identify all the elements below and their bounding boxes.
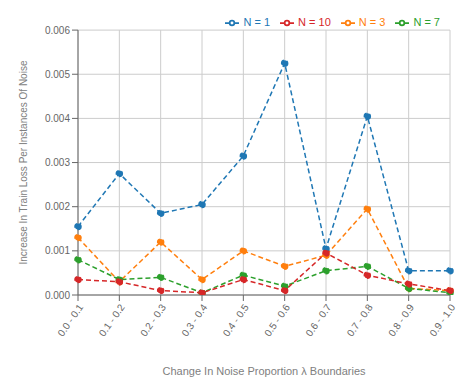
svg-text:Change In Noise Proportion λ B: Change In Noise Proportion λ Boundaries — [162, 365, 366, 377]
svg-text:0.2 - 0.3: 0.2 - 0.3 — [138, 302, 168, 339]
svg-text:0.6 - 0.7: 0.6 - 0.7 — [303, 302, 333, 339]
svg-text:0.7 - 0.8: 0.7 - 0.8 — [345, 302, 375, 339]
svg-text:0.1 - 0.2: 0.1 - 0.2 — [97, 302, 127, 339]
svg-text:0.003: 0.003 — [45, 157, 70, 168]
html-text:N = 1: N = 1 — [243, 16, 271, 28]
html-text:N = 7: N = 7 — [413, 16, 440, 28]
svg-text:0.002: 0.002 — [45, 201, 70, 212]
svg-text:0.000: 0.000 — [45, 290, 70, 301]
svg-text:0.004: 0.004 — [45, 113, 70, 124]
svg-text:0.005: 0.005 — [45, 69, 70, 80]
svg-text:0.0 - 0.1: 0.0 - 0.1 — [55, 302, 85, 339]
svg-text:0.3 - 0.4: 0.3 - 0.4 — [179, 302, 209, 339]
html-text:N = 10: N = 10 — [298, 16, 331, 28]
svg-text:0.001: 0.001 — [45, 245, 70, 256]
svg-text:Increase In Train Loss Per Ins: Increase In Train Loss Per Instances Of … — [18, 60, 29, 264]
svg-text:0.4 - 0.5: 0.4 - 0.5 — [221, 302, 251, 339]
html-text:N = 3: N = 3 — [358, 16, 386, 28]
svg-text:0.8 - 0.9: 0.8 - 0.9 — [386, 302, 416, 339]
svg-text:0.5 - 0.6: 0.5 - 0.6 — [262, 302, 292, 339]
svg-text:0.006: 0.006 — [45, 25, 70, 36]
svg-text:0.9 - 1.0: 0.9 - 1.0 — [427, 302, 457, 339]
